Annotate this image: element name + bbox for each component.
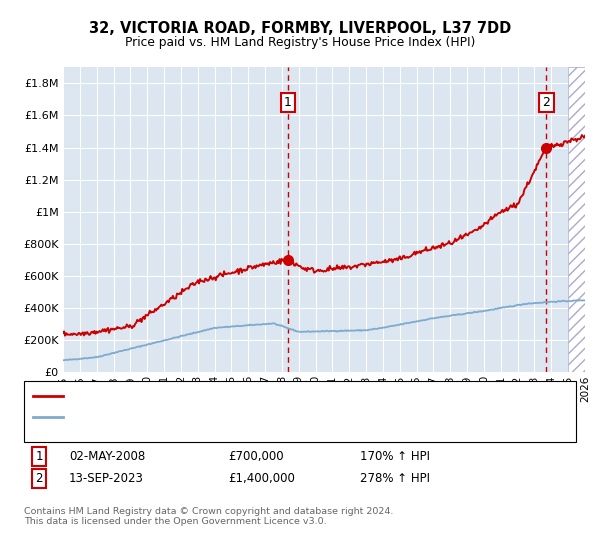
Text: £700,000: £700,000: [228, 450, 284, 463]
Text: 278% ↑ HPI: 278% ↑ HPI: [360, 472, 430, 486]
Text: 2: 2: [35, 472, 43, 486]
Text: 2: 2: [542, 96, 550, 109]
Text: £1,400,000: £1,400,000: [228, 472, 295, 486]
Text: 02-MAY-2008: 02-MAY-2008: [69, 450, 145, 463]
Text: HPI: Average price, detached house, Sefton: HPI: Average price, detached house, Seft…: [69, 412, 311, 422]
Text: 170% ↑ HPI: 170% ↑ HPI: [360, 450, 430, 463]
Text: 1: 1: [284, 96, 292, 109]
Text: Price paid vs. HM Land Registry's House Price Index (HPI): Price paid vs. HM Land Registry's House …: [125, 36, 475, 49]
Text: 32, VICTORIA ROAD, FORMBY, LIVERPOOL, L37 7DD: 32, VICTORIA ROAD, FORMBY, LIVERPOOL, L3…: [89, 21, 511, 36]
Text: 13-SEP-2023: 13-SEP-2023: [69, 472, 144, 486]
Text: 32, VICTORIA ROAD, FORMBY, LIVERPOOL, L37 7DD (detached house): 32, VICTORIA ROAD, FORMBY, LIVERPOOL, L3…: [69, 391, 458, 402]
Bar: [568, 67, 585, 372]
Text: Contains HM Land Registry data © Crown copyright and database right 2024.
This d: Contains HM Land Registry data © Crown c…: [24, 507, 394, 526]
Text: 1: 1: [35, 450, 43, 463]
